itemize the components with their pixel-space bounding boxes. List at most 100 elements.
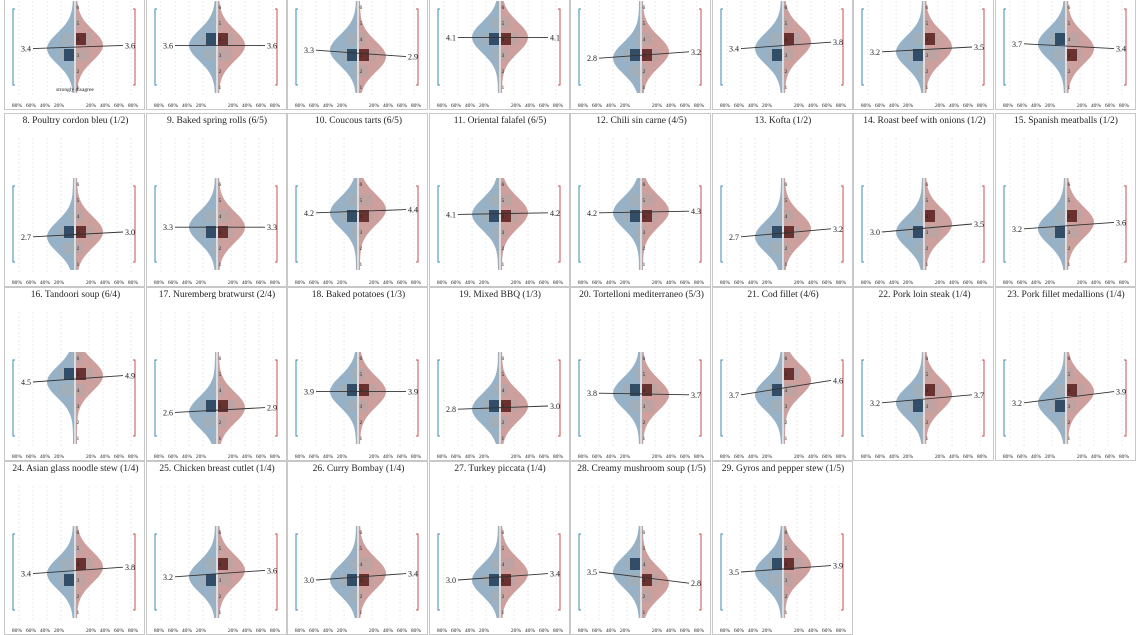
x-tick-label: 20% xyxy=(1076,280,1087,286)
right-mode-bar xyxy=(925,33,935,45)
panel-title: 12. Chili sin carne (4/5) xyxy=(596,116,687,126)
likert-tick: 3 xyxy=(77,230,80,236)
left-violin xyxy=(330,178,358,270)
likert-tick: 4 xyxy=(501,214,504,220)
left-mode-bar xyxy=(1054,33,1065,45)
left-bracket xyxy=(861,359,864,437)
right-hist-bar xyxy=(358,432,360,444)
x-tick-label: 80% xyxy=(153,454,164,460)
x-tick-label: 60% xyxy=(26,454,37,460)
left-hist-bar xyxy=(356,258,358,270)
likert-tick: 2 xyxy=(77,420,80,426)
likert-tick: 4 xyxy=(218,37,221,43)
mean-line xyxy=(740,379,831,396)
likert-tick: 4 xyxy=(926,37,929,43)
likert-tick: 3 xyxy=(784,53,787,59)
right-hist-bar xyxy=(782,242,789,254)
left-hist-bar xyxy=(497,542,500,554)
x-tick-label: 80% xyxy=(552,280,563,286)
chart-panel: 19. Mixed BBQ (1/3) 1 2 3 4 5 6 2.8 3.0 80% 60% 40%… xyxy=(428,287,570,461)
right-hist-bar xyxy=(75,542,81,554)
x-tick-label: 80% xyxy=(861,454,872,460)
likert-tick: 5 xyxy=(1067,198,1070,204)
right-hist-bar xyxy=(1065,242,1069,254)
left-hist-bar xyxy=(345,33,358,45)
left-mean-label: 4.1 xyxy=(446,33,456,42)
right-hist-bar xyxy=(1065,400,1076,412)
panel-title: 15. Spanish meatballs (1/2) xyxy=(1014,116,1118,126)
chart-panel: 26. Curry Bombay (1/4) 1 2 3 4 5 6 3.0 3.4 80% 60%… xyxy=(287,461,428,635)
x-tick-label: 80% xyxy=(411,103,422,109)
right-hist-bar xyxy=(216,432,219,444)
left-hist-bar xyxy=(61,33,75,45)
panel-title: 29. Gyros and pepper stew (1/5) xyxy=(721,464,845,474)
x-tick-label: 20% xyxy=(54,280,65,286)
x-tick-label: 40% xyxy=(747,280,758,286)
right-hist-bar xyxy=(499,542,503,554)
x-tick-label: 40% xyxy=(323,454,334,460)
left-hist-bar xyxy=(780,1,783,13)
right-hist-bar xyxy=(75,258,77,270)
likert-tick: 1 xyxy=(1067,436,1070,442)
x-tick-label: 40% xyxy=(606,280,617,286)
right-bracket xyxy=(557,8,560,86)
right-hist-bar xyxy=(358,33,366,45)
x-tick-label: 80% xyxy=(977,454,988,460)
right-hist-bar xyxy=(924,368,929,380)
left-hist-bar xyxy=(493,384,500,396)
left-hist-bar xyxy=(918,65,924,77)
x-tick-label: 20% xyxy=(54,628,65,634)
right-hist-bar xyxy=(641,194,654,206)
x-tick-label: 20% xyxy=(195,103,206,109)
right-hist-bar xyxy=(358,400,368,412)
x-tick-label: 80% xyxy=(269,454,280,460)
left-hist-bar xyxy=(72,17,75,29)
x-tick-label: 20% xyxy=(903,454,914,460)
likert-tick: 2 xyxy=(218,594,221,600)
x-tick-label: 60% xyxy=(733,280,744,286)
chart-panel: 1 2 3 4 5 6 3.2 3.5 80% 60% 40% 20% 20% 40% 60% 80% xyxy=(853,0,994,110)
right-hist-bar xyxy=(216,416,227,428)
chart-panel: 1 2 3 4 5 6 3.3 2.9 80% 60% 40% 20% 20% 40% 60% 80% xyxy=(287,0,428,110)
left-mode-bar xyxy=(205,574,216,586)
left-mean-label: 3.0 xyxy=(304,576,314,585)
left-hist-bar xyxy=(61,558,75,570)
x-tick-label: 80% xyxy=(295,103,306,109)
left-hist-bar xyxy=(350,368,358,380)
chart-panel: 1 2 3 4 5 6 3.7 3.4 80% 60% 40% 20% 20% 40% 60% 80% xyxy=(994,0,1136,110)
right-violin xyxy=(924,1,952,93)
likert-tick: 1 xyxy=(784,610,787,616)
right-hist-bar xyxy=(641,33,653,45)
likert-tick: 1 xyxy=(218,610,221,616)
chart-panel: 16. Tandoori soup (6/4) 1 2 3 4 5 6 4.5 4.9 80% 60… xyxy=(4,287,145,461)
x-tick-label: 40% xyxy=(949,103,960,109)
x-tick-label: 20% xyxy=(935,454,946,460)
left-mode-bar xyxy=(488,574,499,586)
right-mode-bar xyxy=(217,400,228,412)
x-tick-label: 80% xyxy=(1118,454,1129,460)
left-hist-bar xyxy=(488,416,500,428)
likert-tick: 1 xyxy=(77,436,80,442)
x-tick-label: 80% xyxy=(578,454,589,460)
right-hist-bar xyxy=(216,352,219,364)
likert-tick: 1 xyxy=(360,436,363,442)
x-tick-label: 80% xyxy=(12,280,23,286)
right-bracket xyxy=(982,185,985,263)
likert-tick: 1 xyxy=(1067,85,1070,91)
x-tick-label: 60% xyxy=(397,103,408,109)
x-tick-label: 60% xyxy=(1104,280,1115,286)
right-bracket xyxy=(274,359,277,437)
x-tick-label: 60% xyxy=(309,454,320,460)
x-tick-label: 60% xyxy=(255,454,266,460)
likert-tick: 3 xyxy=(643,53,646,59)
likert-tick: 3 xyxy=(784,578,787,584)
left-violin xyxy=(754,178,783,270)
likert-tick: 2 xyxy=(501,420,504,426)
x-tick-label: 40% xyxy=(524,454,535,460)
left-hist-bar xyxy=(60,384,75,396)
right-hist-bar xyxy=(358,258,360,270)
likert-tick: 6 xyxy=(360,530,363,536)
